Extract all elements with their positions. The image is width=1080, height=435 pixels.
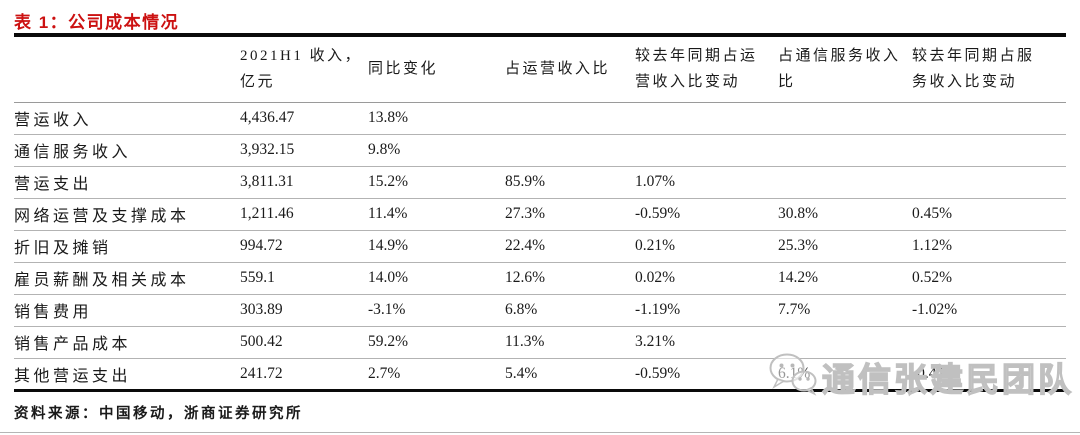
table-cell (778, 326, 912, 359)
table-cell: 1.12% (912, 230, 1066, 263)
page-bottom-rule (0, 432, 1080, 433)
table-cell (912, 134, 1066, 167)
table-cell: 12.6% (505, 262, 635, 295)
table-cell: 994.72 (240, 230, 368, 263)
table-title: 表 1：公司成本情况 (14, 13, 180, 32)
table-row: 通信服务收入 3,932.15 9.8% (14, 134, 1066, 167)
table-cell: 11.3% (505, 326, 635, 359)
cost-table: 2021H1 收入， 亿元 同比变化 占运营收入比 较去年同期占运 营收入比变动… (14, 33, 1066, 392)
table-cell: 3.21% (635, 326, 778, 359)
table-cell: 241.72 (240, 358, 368, 392)
column-header-op-revenue-share-change: 较去年同期占运 营收入比变动 (635, 35, 778, 103)
table-cell (635, 102, 778, 135)
column-header-yoy: 同比变化 (368, 35, 505, 103)
table-cell: 14.9% (368, 230, 505, 263)
table-cell: 22.4% (505, 230, 635, 263)
table-cell: 1.07% (635, 166, 778, 199)
table-cell: 5.4% (505, 358, 635, 392)
table-cell: 27.3% (505, 198, 635, 231)
row-label: 销售费用 (14, 294, 240, 327)
table-row: 销售费用 303.89 -3.1% 6.8% -1.19% 7.7% -1.02… (14, 294, 1066, 327)
table-cell: 2.7% (368, 358, 505, 392)
table-cell (912, 166, 1066, 199)
table-cell: -1.02% (912, 294, 1066, 327)
table-cell (778, 102, 912, 135)
row-label: 网络运营及支撑成本 (14, 198, 240, 231)
table-cell: 6.1% (778, 358, 912, 392)
table-cell: 85.9% (505, 166, 635, 199)
table-row: 营运收入 4,436.47 13.8% (14, 102, 1066, 135)
table-cell: 500.42 (240, 326, 368, 359)
table-cell: 1,211.46 (240, 198, 368, 231)
table-cell: 59.2% (368, 326, 505, 359)
table-cell: 0.52% (912, 262, 1066, 295)
column-header-service-revenue-share: 占通信服务收入 比 (778, 35, 912, 103)
table-cell: 7.7% (778, 294, 912, 327)
table-row: 其他营运支出 241.72 2.7% 5.4% -0.59% 6.1% -0.4… (14, 358, 1066, 392)
table-cell: 0.21% (635, 230, 778, 263)
table-cell: 0.02% (635, 262, 778, 295)
table-cell: -1.19% (635, 294, 778, 327)
table-cell: 9.8% (368, 134, 505, 167)
table-cell: 30.8% (778, 198, 912, 231)
table-cell: 14.0% (368, 262, 505, 295)
table-row: 网络运营及支撑成本 1,211.46 11.4% 27.3% -0.59% 30… (14, 198, 1066, 231)
row-label: 其他营运支出 (14, 358, 240, 392)
table-cell (635, 134, 778, 167)
table-cell: 13.8% (368, 102, 505, 135)
row-label: 营运支出 (14, 166, 240, 199)
table-cell (778, 166, 912, 199)
table-cell: -0.59% (635, 198, 778, 231)
table-row: 折旧及摊销 994.72 14.9% 22.4% 0.21% 25.3% 1.1… (14, 230, 1066, 263)
table-cell: 3,811.31 (240, 166, 368, 199)
row-label: 雇员薪酬及相关成本 (14, 262, 240, 295)
table-cell: -0.42% (912, 358, 1066, 392)
column-header-rowlabel (14, 35, 240, 103)
table-cell: 14.2% (778, 262, 912, 295)
header-row: 2021H1 收入， 亿元 同比变化 占运营收入比 较去年同期占运 营收入比变动… (14, 35, 1066, 103)
column-header-service-revenue-share-change: 较去年同期占服 务收入比变动 (912, 35, 1066, 103)
row-label: 销售产品成本 (14, 326, 240, 359)
table-cell: 0.45% (912, 198, 1066, 231)
table-cell: 4,436.47 (240, 102, 368, 135)
table-cell: -3.1% (368, 294, 505, 327)
table-cell (505, 134, 635, 167)
table-row: 营运支出 3,811.31 15.2% 85.9% 1.07% (14, 166, 1066, 199)
source-note: 资料来源：中国移动，浙商证券研究所 (14, 405, 303, 422)
table-cell: -0.59% (635, 358, 778, 392)
table-cell: 25.3% (778, 230, 912, 263)
table-cell (912, 102, 1066, 135)
column-header-revenue: 2021H1 收入， 亿元 (240, 35, 368, 103)
table-cell: 6.8% (505, 294, 635, 327)
row-label: 折旧及摊销 (14, 230, 240, 263)
row-label: 通信服务收入 (14, 134, 240, 167)
table-cell: 3,932.15 (240, 134, 368, 167)
table-cell (912, 326, 1066, 359)
table-cell (778, 134, 912, 167)
table-cell: 303.89 (240, 294, 368, 327)
table-row: 雇员薪酬及相关成本 559.1 14.0% 12.6% 0.02% 14.2% … (14, 262, 1066, 295)
table-cell: 559.1 (240, 262, 368, 295)
table-row: 销售产品成本 500.42 59.2% 11.3% 3.21% (14, 326, 1066, 359)
table-cell: 11.4% (368, 198, 505, 231)
row-label: 营运收入 (14, 102, 240, 135)
column-header-op-revenue-share: 占运营收入比 (505, 35, 635, 103)
table-cell: 15.2% (368, 166, 505, 199)
table-cell (505, 102, 635, 135)
